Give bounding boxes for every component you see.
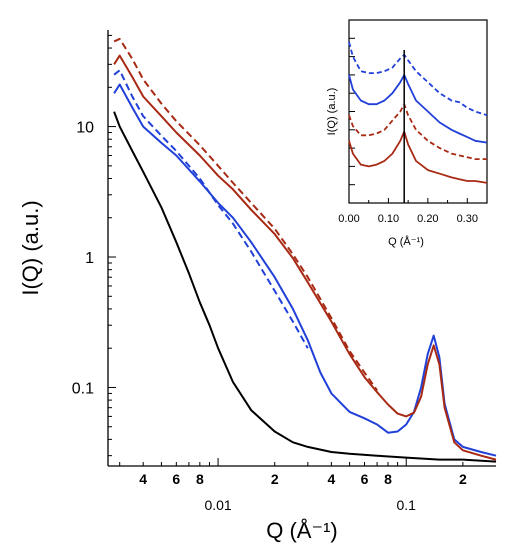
x-tick-label: 6 bbox=[361, 471, 369, 487]
inset-y-axis-title: I(Q) (a.u.) bbox=[326, 88, 338, 136]
inset-x-tick-label: 0.10 bbox=[378, 213, 399, 225]
x-tick-label: 0.1 bbox=[396, 497, 416, 513]
inset-x-axis-title: Q (Å⁻¹) bbox=[388, 235, 424, 248]
x-tick-label: 2 bbox=[271, 471, 279, 487]
y-tick-label: 1 bbox=[85, 250, 94, 267]
main-series-line-2 bbox=[113, 83, 497, 457]
x-tick-label: 2 bbox=[459, 471, 467, 487]
x-tick-label: 6 bbox=[172, 471, 180, 487]
x-tick-label: 8 bbox=[196, 471, 204, 487]
inset-x-tick-label: 0.00 bbox=[338, 213, 359, 225]
x-tick-label: 4 bbox=[139, 471, 147, 487]
inset-x-tick-label: 0.30 bbox=[457, 213, 478, 225]
inset-series-line-2 bbox=[348, 74, 488, 144]
x-tick-label: 8 bbox=[384, 471, 392, 487]
inset-frame bbox=[348, 19, 488, 204]
x-tick-label: 0.01 bbox=[204, 497, 231, 513]
x-tick-label: 4 bbox=[327, 471, 335, 487]
inset-x-tick-label: 0.20 bbox=[417, 213, 438, 225]
inset-plot: 0.00 0.10 0.20 0.30 Q (Å⁻¹) I(Q) (a.u.) bbox=[326, 19, 488, 248]
main-series-line-3 bbox=[113, 69, 309, 349]
x-axis-title: Q (Å⁻¹) bbox=[266, 518, 338, 543]
y-axis-title: I(Q) (a.u.) bbox=[18, 200, 43, 295]
y-tick-label: 0.1 bbox=[72, 380, 94, 397]
inset-series-line-3 bbox=[348, 103, 487, 160]
inset-series-line-4 bbox=[348, 130, 488, 184]
y-tick-label: 10 bbox=[76, 120, 94, 137]
main-series-line-1 bbox=[113, 111, 497, 463]
main-series-line-4 bbox=[113, 54, 497, 461]
main-series-line-5 bbox=[113, 37, 378, 391]
